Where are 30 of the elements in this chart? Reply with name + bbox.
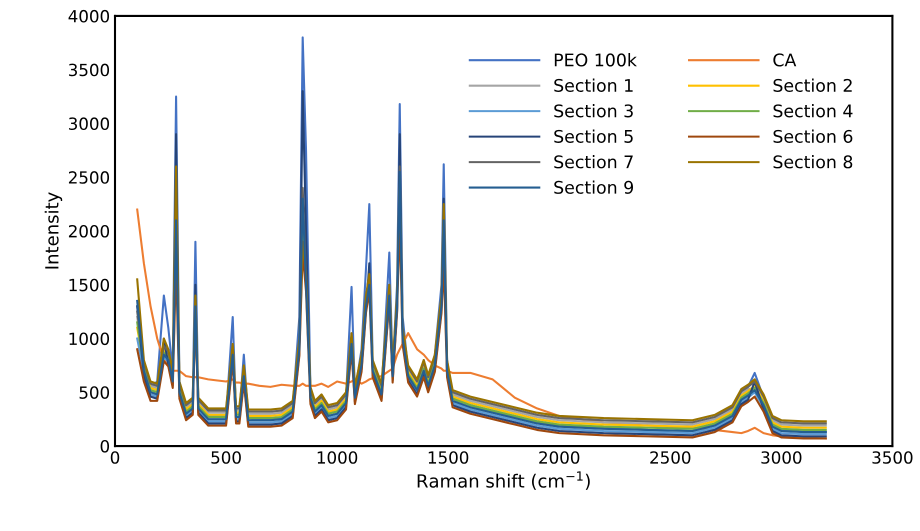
x-axis-title: Raman shift (cm$^{−1}$) — [418, 471, 590, 490]
y-axis-title: Intensity — [44, 192, 62, 269]
x-tick-label: 500 — [211, 451, 241, 464]
y-tick-label: 1000 — [70, 332, 110, 346]
x-tick-label: 2000 — [539, 451, 580, 464]
legend-label: Section 5 — [554, 130, 633, 143]
y-tick-label: 4000 — [68, 10, 110, 22]
x-tick-label: 1000 — [318, 451, 358, 464]
legend-label: Section 6 — [774, 130, 852, 143]
y-tick-label: 2000 — [68, 224, 110, 238]
legend-label: PEO 100k — [554, 53, 637, 66]
y-tick-label: 0 — [100, 440, 110, 453]
y-tick-label: 2500 — [68, 171, 110, 184]
legend-label: CA — [773, 53, 796, 66]
legend-label: Section 1 — [554, 78, 633, 92]
legend-label: Section 4 — [774, 104, 852, 118]
x-tick-label: 3500 — [872, 451, 912, 464]
x-tick-label: 1500 — [428, 451, 468, 464]
legend-label: Section 7 — [554, 154, 633, 168]
y-tick-label: 500 — [80, 386, 110, 399]
y-tick-label: 3000 — [68, 117, 110, 130]
y-tick-label: 3500 — [68, 64, 110, 76]
legend-label: Section 3 — [554, 104, 633, 118]
y-tick-label: 1500 — [70, 278, 110, 292]
x-tick-label: 0 — [110, 451, 120, 464]
legend-label: Section 2 — [774, 78, 852, 92]
legend-label: Section 9 — [554, 180, 633, 194]
x-tick-label: 2500 — [650, 451, 690, 464]
x-tick-label: 3000 — [761, 451, 802, 464]
legend-label: Section 8 — [774, 154, 852, 168]
